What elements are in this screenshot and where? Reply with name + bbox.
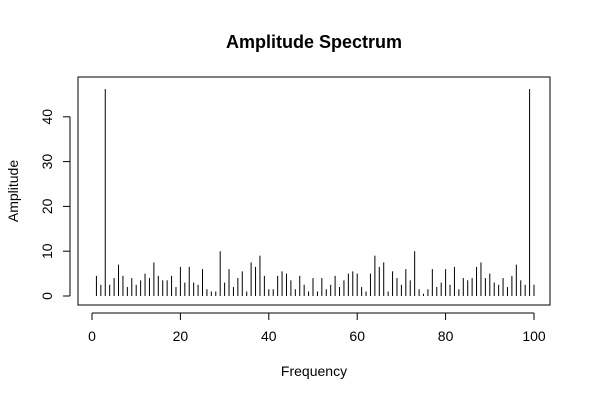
y-axis-label: Amplitude: [5, 160, 21, 222]
bar-series: [95, 89, 535, 296]
x-axis-label: Frequency: [281, 363, 347, 379]
y-tick-label: 10: [39, 243, 55, 259]
y-tick-label: 20: [39, 198, 55, 214]
x-axis: 0 20 40 60 80 100: [88, 312, 546, 344]
x-tick-label: 0: [88, 328, 96, 344]
y-tick-label: 40: [39, 109, 55, 125]
y-tick-label: 30: [39, 154, 55, 170]
x-tick-label: 80: [438, 328, 454, 344]
x-tick-label: 40: [261, 328, 277, 344]
chart-title: Amplitude Spectrum: [226, 32, 402, 52]
x-tick-label: 100: [522, 328, 546, 344]
plot-frame: [77, 76, 551, 306]
x-tick-label: 60: [349, 328, 365, 344]
x-tick-label: 20: [173, 328, 189, 344]
y-tick-label: 0: [39, 292, 55, 300]
y-axis: 0 10 20 30 40: [39, 109, 71, 300]
